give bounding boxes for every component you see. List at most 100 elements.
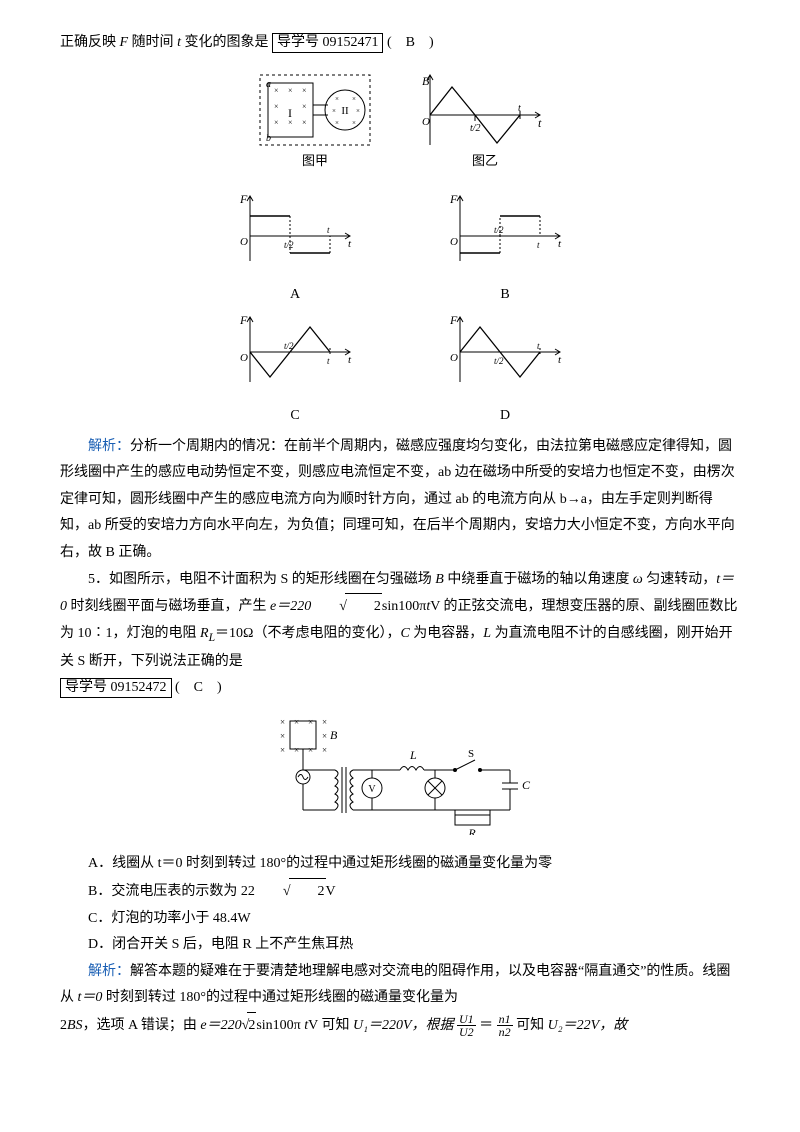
svg-text:C: C xyxy=(522,778,531,792)
svg-text:V: V xyxy=(368,784,376,795)
text: sin100π xyxy=(256,1018,304,1033)
svg-text:t/2: t/2 xyxy=(284,240,294,250)
svg-text:t/2: t/2 xyxy=(494,225,504,235)
text: U₂＝22V，故 xyxy=(548,1018,628,1033)
radicand: 2 xyxy=(247,1012,256,1040)
text: B．交流电压表的示数为 22 xyxy=(88,884,255,899)
q5-stem: 5．如图所示，电阻不计面积为 S 的矩形线圈在匀强磁场 B 中绕垂直于磁场的轴以… xyxy=(60,567,740,676)
svg-text:×: × xyxy=(274,86,279,95)
svg-text:t: t xyxy=(327,225,330,235)
svg-text:t: t xyxy=(538,116,542,130)
svg-text:O: O xyxy=(450,236,458,248)
document-page: 正确反映 F 随时间 t 变化的图象是 导学号 09152471 ( B ) I… xyxy=(0,0,800,1132)
text: V 可知 xyxy=(308,1018,353,1033)
svg-text:×: × xyxy=(302,86,307,95)
options-row-ab: F t O t/2 t A xyxy=(60,191,740,308)
analysis-label: 解析： xyxy=(88,439,130,454)
opt-5D: D．闭合开关 S 后，电阻 R 上不产生焦耳热 xyxy=(60,932,740,959)
analysis-4: 解析：分析一个周期内的情况：在前半个周期内，磁感应强度均匀变化，由法拉第电磁感应… xyxy=(60,434,740,567)
svg-text:a: a xyxy=(266,79,271,90)
svg-text:×: × xyxy=(322,745,327,755)
svg-text:O: O xyxy=(240,236,248,248)
svg-text:F: F xyxy=(239,313,248,327)
label-D: D xyxy=(440,403,570,430)
label-C: C xyxy=(230,403,360,430)
svg-text:B: B xyxy=(330,728,338,742)
text: 为电容器， xyxy=(410,626,484,641)
var-t: t xyxy=(177,35,181,50)
svg-text:×: × xyxy=(280,745,285,755)
graph-B: F t O t/2 t xyxy=(440,191,570,271)
var-omega: ω xyxy=(633,572,643,587)
sqrt-icon: 2 xyxy=(255,878,326,906)
analysis-label: 解析： xyxy=(88,964,130,979)
var-B: B xyxy=(435,572,444,587)
svg-text:O: O xyxy=(240,352,248,364)
study-id-box: 导学号 09152472 xyxy=(60,678,172,698)
text: 正确反映 xyxy=(60,35,120,50)
text: 时刻到转过 180°的过程中通过矩形线圈的磁通量变化量为 xyxy=(102,990,458,1005)
var-t0: t＝0 xyxy=(78,990,103,1005)
e-pre: e＝220 xyxy=(200,1018,241,1033)
svg-text:×: × xyxy=(288,86,293,95)
fraction-U: U1U2 xyxy=(457,1013,476,1038)
text: D．闭合开关 S 后，电阻 R 上不产生焦耳热 xyxy=(88,937,353,952)
circuit-svg: ×××× ×× ×××× B xyxy=(250,710,550,835)
sqrt-icon: 2 xyxy=(242,1012,257,1040)
eq: ＝ xyxy=(479,1018,493,1033)
svg-text:II: II xyxy=(341,105,349,117)
sqrt-icon: 2 xyxy=(311,593,382,621)
graph-A: F t O t/2 t xyxy=(230,191,360,271)
svg-text:×: × xyxy=(274,118,279,127)
graph-C: F t O t/2 t xyxy=(230,312,360,392)
svg-text:B: B xyxy=(422,74,430,88)
svg-text:×: × xyxy=(280,717,285,727)
svg-text:O: O xyxy=(450,352,458,364)
text: 随时间 xyxy=(132,35,178,50)
opt-5A: A．线圈从 t＝0 时刻到转过 180°的过程中通过矩形线圈的磁通量变化量为零 xyxy=(60,851,740,878)
svg-text:×: × xyxy=(274,102,279,111)
text: A．线圈从 t＝0 时刻到转过 180°的过程中通过矩形线圈的磁通量变化量为零 xyxy=(88,856,552,871)
text: 2 xyxy=(60,1018,67,1033)
label-B: B xyxy=(440,282,570,309)
var-L: L xyxy=(483,626,491,641)
opt-5C: C．灯泡的功率小于 48.4W xyxy=(60,906,740,933)
text: V xyxy=(326,884,336,899)
svg-text:×: × xyxy=(352,119,356,127)
figure-jia-yi: I a b ××× ×× ××× II ×× ×× ×× xyxy=(60,65,740,186)
var-R: R xyxy=(200,626,209,641)
svg-text:t: t xyxy=(348,238,352,250)
q5-box-line: 导学号 09152472 ( C ) xyxy=(60,675,740,702)
svg-text:L: L xyxy=(409,748,417,762)
q5-circuit: ×××× ×× ×××× B xyxy=(60,710,740,846)
fraction-n: n1n2 xyxy=(497,1013,513,1038)
svg-text:×: × xyxy=(335,95,339,103)
option-B: F t O t/2 t B xyxy=(440,191,570,308)
svg-text:F: F xyxy=(449,192,458,206)
svg-text:×: × xyxy=(288,118,293,127)
svg-text:t/2: t/2 xyxy=(470,123,481,134)
svg-text:×: × xyxy=(280,731,285,741)
svg-text:×: × xyxy=(294,717,299,727)
var-F: F xyxy=(120,35,129,50)
analysis-5: 解析：解答本题的疑难在于要清楚地理解电感对交流电的阻碍作用，以及电容器“隔直通交… xyxy=(60,959,740,1012)
svg-text:t: t xyxy=(518,103,521,114)
q4-tail-line: 正确反映 F 随时间 t 变化的图象是 导学号 09152471 ( B ) xyxy=(60,30,740,57)
svg-text:R: R xyxy=(467,826,476,835)
svg-text:b: b xyxy=(266,133,271,144)
svg-text:t: t xyxy=(327,356,330,366)
svg-text:×: × xyxy=(308,717,313,727)
label-yi: 图乙 xyxy=(472,153,498,168)
text: 5．如图所示，电阻不计面积为 S 的矩形线圈在匀强磁场 xyxy=(88,572,435,587)
text: 时刻线圈平面与磁场垂直，产生 xyxy=(67,599,270,614)
graph-D: F t O t/2 t xyxy=(440,312,570,392)
radicand: 2 xyxy=(345,593,382,621)
svg-text:t: t xyxy=(348,354,352,366)
svg-text:t: t xyxy=(558,354,562,366)
svg-text:O: O xyxy=(422,116,430,128)
text: 中绕垂直于磁场的轴以角速度 xyxy=(444,572,633,587)
den: n2 xyxy=(497,1026,513,1038)
svg-text:F: F xyxy=(449,313,458,327)
text: 变化的图象是 xyxy=(184,35,268,50)
svg-text:×: × xyxy=(294,745,299,755)
